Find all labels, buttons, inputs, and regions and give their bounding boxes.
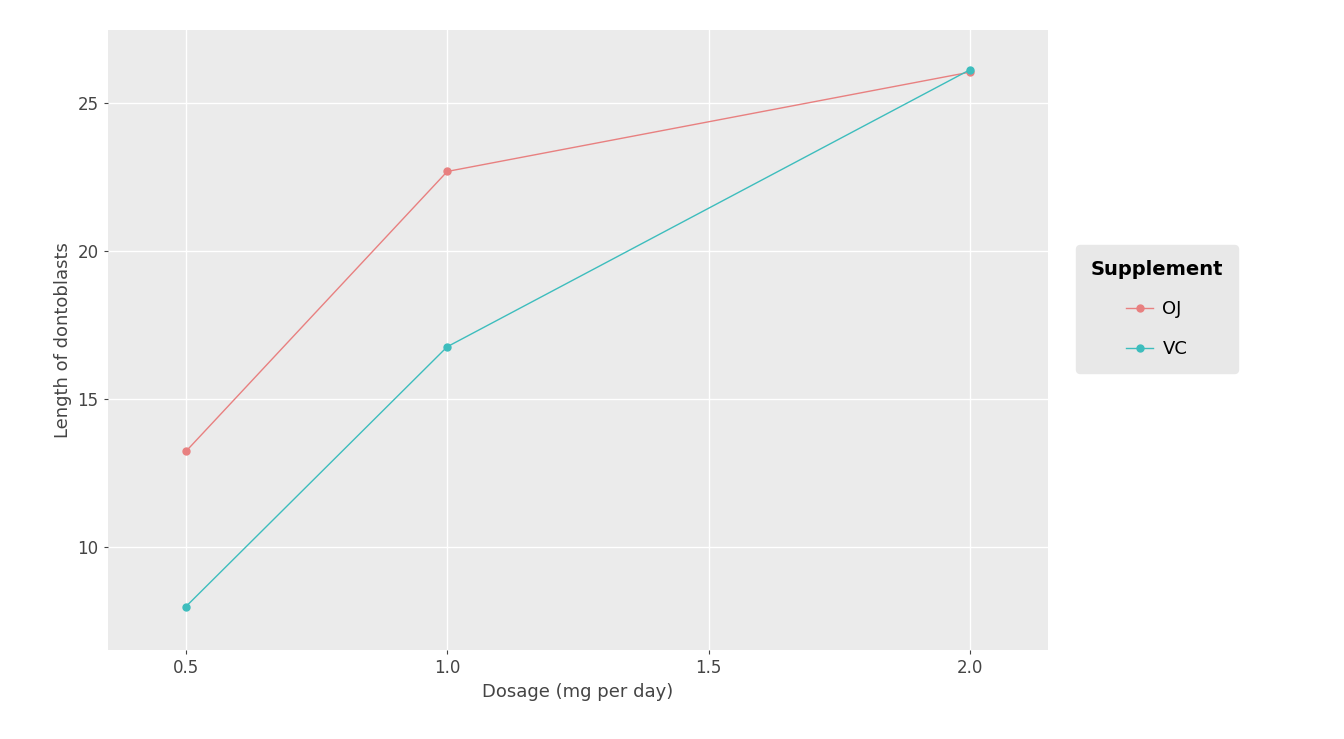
OJ — [962, 68, 978, 77]
Line: VC: VC — [183, 67, 973, 610]
VC — [962, 65, 978, 74]
VC — [177, 602, 194, 611]
OJ — [439, 167, 456, 176]
X-axis label: Dosage (mg per day): Dosage (mg per day) — [482, 683, 673, 701]
Line: OJ: OJ — [183, 69, 973, 454]
VC — [439, 342, 456, 351]
OJ — [177, 447, 194, 456]
Legend: OJ, VC: OJ, VC — [1077, 245, 1238, 372]
Y-axis label: Length of dontoblasts: Length of dontoblasts — [54, 242, 71, 438]
